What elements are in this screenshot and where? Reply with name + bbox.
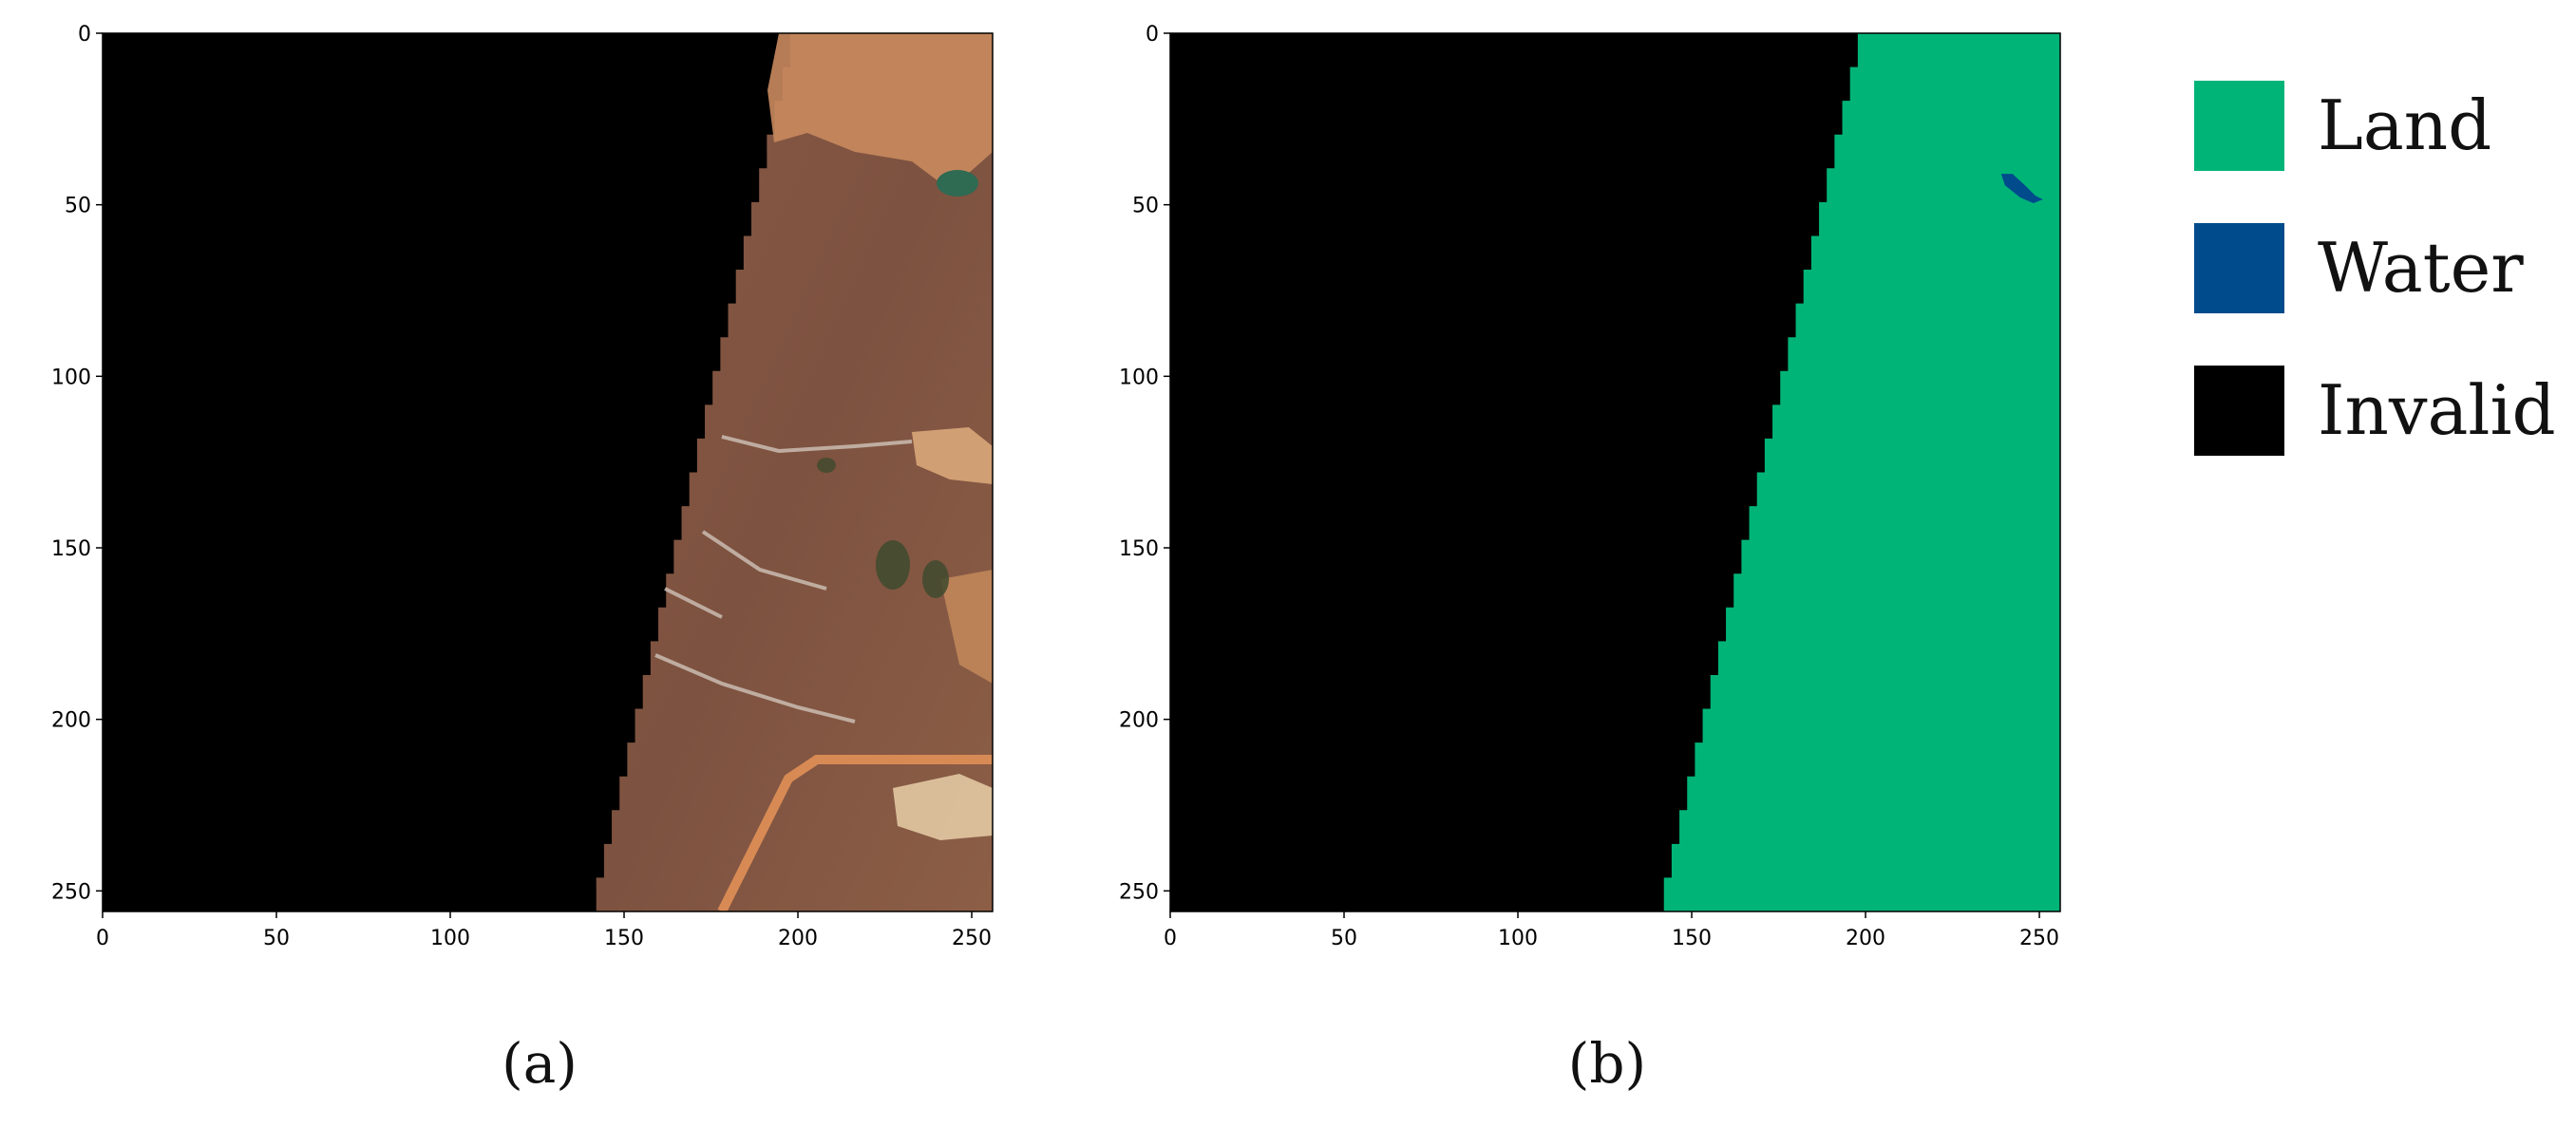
panel-a-bare-soil-top [767,33,993,190]
panel-a-bare-soil-right [940,570,993,684]
x-tick-label: 0 [1164,927,1177,950]
y-tick-label: 150 [51,537,91,561]
y-tick-label: 250 [1119,880,1159,904]
panel-b-land-area [1663,33,2060,911]
axes-frame [102,32,994,912]
x-tick-label: 100 [1498,927,1538,950]
y-tick-label: 0 [1146,23,1159,47]
y-tick-label: 50 [65,195,91,218]
panel-a-road [717,755,993,911]
x-tick-label: 200 [778,927,818,950]
panel-a-caption: (a) [502,1031,578,1096]
panel-b-caption: (b) [1568,1031,1646,1096]
axes-frame [1169,32,2061,912]
legend-swatch-land [2194,81,2284,171]
panel-a-drainage [654,435,913,723]
y-tick-label: 100 [1119,366,1159,389]
y-tick-label: 0 [78,23,91,47]
legend-label-land: Land [2318,85,2491,165]
x-tick-label: 50 [1331,927,1357,950]
x-tick-label: 250 [952,927,992,950]
y-tick-label: 100 [51,366,91,389]
panel-a-water-body [937,170,978,197]
x-tick-label: 250 [2019,927,2059,950]
panel-a-vegetation-1 [876,540,910,590]
panel-a-vegetation-3 [817,458,836,473]
legend-label-invalid: Invalid [2318,370,2556,450]
y-tick-label: 150 [1119,537,1159,561]
x-tick-label: 150 [604,927,644,950]
legend-label-water: Water [2318,228,2524,308]
y-tick-label: 250 [51,880,91,904]
x-tick-label: 0 [96,927,109,950]
legend-swatch-invalid [2194,366,2284,456]
panel-b-water-patch [2000,174,2043,204]
x-tick-label: 150 [1672,927,1712,950]
panel-a-land-area [596,33,993,911]
x-tick-label: 200 [1846,927,1885,950]
panel-a-vegetation-2 [922,560,949,598]
x-tick-label: 50 [263,927,290,950]
legend-swatch-water [2194,223,2284,313]
panel-a-bare-soil-mid [912,427,993,484]
y-tick-label: 200 [1119,709,1159,733]
y-tick-label: 50 [1132,195,1159,218]
legend: Land Water Invalid [2194,81,2556,456]
x-tick-label: 100 [430,927,470,950]
panel-a-bare-soil-bottom [893,774,993,840]
y-tick-label: 200 [51,709,91,733]
panel-a-satellite-image [596,33,993,911]
